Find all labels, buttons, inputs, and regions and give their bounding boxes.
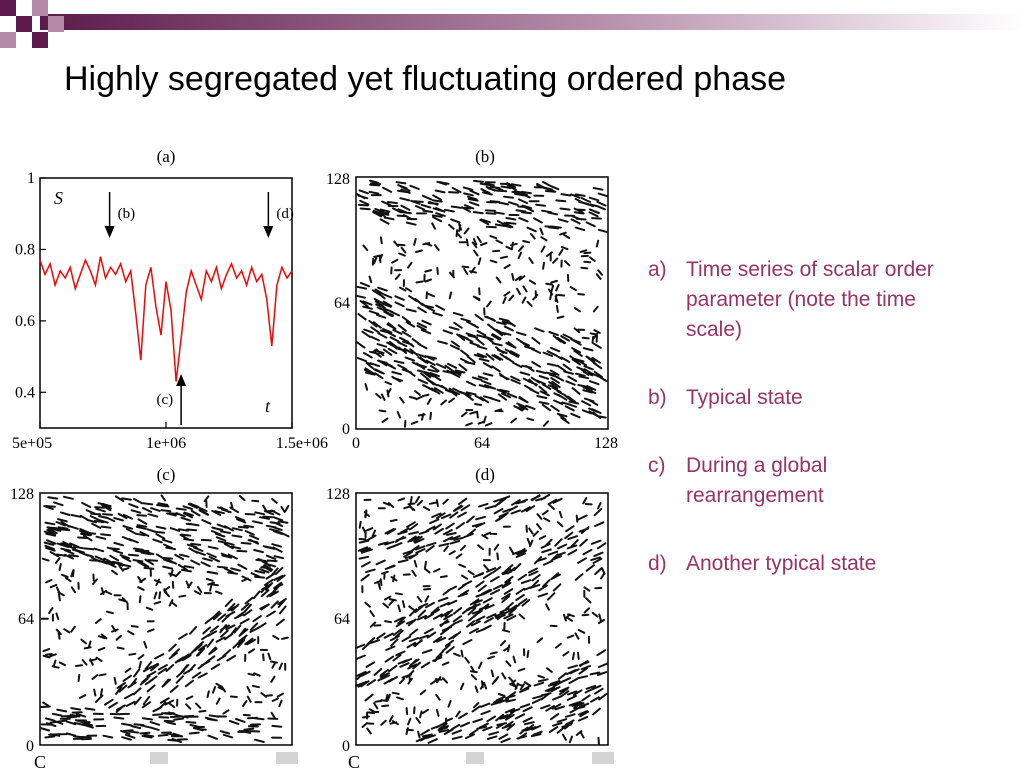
panel-d-title: (d)	[475, 465, 495, 484]
square-decoration	[0, 32, 16, 48]
square-decoration	[0, 0, 16, 16]
snapshot-d-axes: 128 64 0	[326, 486, 350, 755]
square-decoration	[16, 16, 32, 32]
figure-svg: (a) (b) (c) (d) 0.4 0.6 0.8 1 5e+05 1e+06 1.5e…	[10, 147, 618, 772]
bullet-text: Another typical state	[686, 552, 877, 575]
bullet-marker: c)	[648, 454, 666, 477]
figure: (a) (b) (c) (d) 0.4 0.6 0.8 1 5e+05 1e+06 1.5e…	[0, 140, 640, 772]
rod-strokes	[355, 179, 609, 428]
plot-frame	[39, 177, 293, 429]
footer-smudge	[466, 752, 484, 764]
arrow-head	[263, 226, 274, 238]
snapshot-frame	[39, 492, 293, 746]
y-tick-label: 1	[27, 170, 35, 187]
slide-title: Highly segregated yet fluctuating ordere…	[64, 60, 787, 98]
title-bar-decoration	[0, 0, 1024, 48]
rod-texture	[354, 493, 609, 745]
arrow-head	[176, 374, 187, 386]
x-axis-label: t	[265, 396, 271, 416]
snapshot-d	[354, 492, 609, 746]
panel-c-title: (c)	[157, 465, 176, 484]
tick-label: 128	[326, 171, 350, 188]
axis-ticks: 0.4 0.6 0.8 1 5e+05 1e+06 1.5e+06	[12, 170, 328, 452]
annotation-label: (c)	[156, 392, 173, 408]
footer-smudge	[276, 752, 298, 764]
square-decoration	[48, 16, 64, 32]
bullet-marker: a)	[648, 258, 667, 281]
bullet-marker: b)	[648, 386, 667, 409]
tick-label: 64	[334, 295, 350, 312]
snapshot-c	[39, 492, 293, 746]
bullet-text: Time series of scalar order parameter (n…	[686, 258, 934, 341]
bullet-item: c) During a global rearrangement	[648, 451, 968, 511]
gradient-bar	[40, 14, 1024, 30]
y-tick-label: 0.8	[15, 241, 35, 258]
bullet-text: Typical state	[686, 386, 803, 409]
tick-label: 0	[26, 738, 34, 755]
y-tick-label: 0.6	[15, 313, 35, 330]
tick-label: 0	[342, 738, 350, 755]
bullet-list: a) Time series of scalar order parameter …	[648, 255, 968, 617]
rod-strokes	[354, 493, 609, 745]
bullet-item: a) Time series of scalar order parameter …	[648, 255, 968, 345]
square-decoration	[32, 32, 48, 48]
bullet-item: b) Typical state	[648, 383, 968, 413]
y-axis-label: S	[54, 188, 63, 208]
rod-strokes	[39, 494, 290, 743]
decorative-squares	[0, 0, 1024, 48]
annotation-label: (d)	[276, 206, 294, 222]
footer-fragment: C	[34, 752, 46, 768]
y-tick-label: 0.4	[15, 384, 35, 401]
arrow-head	[104, 226, 115, 238]
snapshot-c-axes: 128 64 0	[10, 486, 34, 755]
tick-label: 0	[352, 435, 360, 452]
tick-label: 128	[326, 486, 350, 503]
x-tick-label: 5e+05	[12, 435, 52, 452]
tick-label: 64	[474, 435, 490, 452]
x-tick-label: 1.5e+06	[276, 435, 328, 452]
tick-label: 0	[342, 421, 350, 438]
x-tick-label: 1e+06	[146, 435, 186, 452]
bullet-text: During a global rearrangement	[686, 454, 828, 507]
snapshot-b	[355, 176, 609, 430]
rod-texture	[355, 179, 609, 428]
tick-label: 64	[18, 611, 34, 628]
footer-smudge	[592, 752, 614, 764]
arrow-annotations: (b) (c) (d)	[104, 192, 294, 425]
annotation-label: (b)	[118, 206, 136, 222]
footer-fragment: C	[348, 752, 360, 768]
tick-label: 64	[334, 611, 350, 628]
snapshot-b-axes: 128 64 0 0 64 128	[326, 171, 618, 452]
rod-texture	[39, 494, 290, 743]
bullet-item: d) Another typical state	[648, 549, 968, 579]
tick-label: 128	[10, 486, 34, 503]
tick-label: 128	[594, 435, 618, 452]
panel-a-title: (a)	[157, 147, 176, 166]
bullet-marker: d)	[648, 552, 667, 575]
panel-b-title: (b)	[475, 147, 495, 166]
footer-smudge	[150, 752, 168, 764]
square-decoration	[32, 0, 48, 16]
series-line	[39, 256, 293, 382]
